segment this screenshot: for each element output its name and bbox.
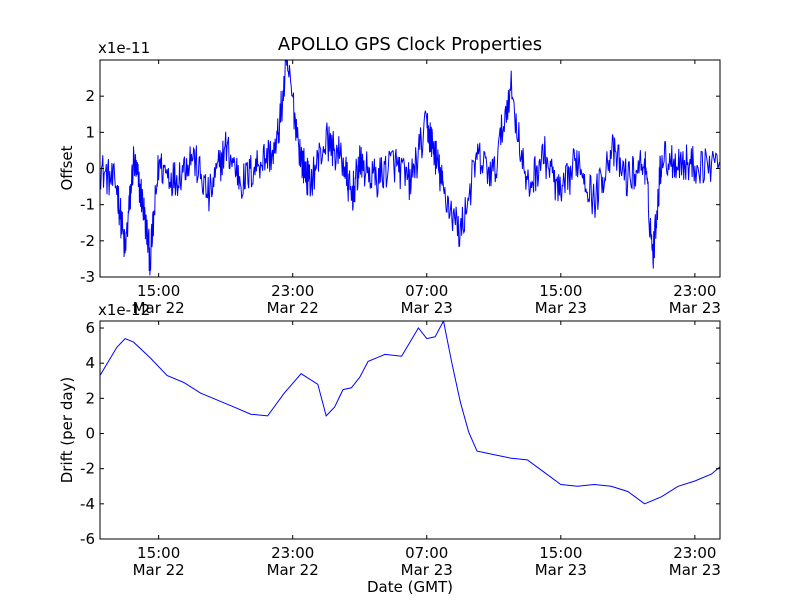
drift-ytick-label: -2 xyxy=(80,460,95,478)
offset-ytick-label: -3 xyxy=(80,268,95,286)
drift-xtick-date-label: Mar 23 xyxy=(401,561,453,579)
drift-xtick-time-label: 15:00 xyxy=(137,544,180,562)
drift-plot-frame xyxy=(99,320,721,540)
offset-ytick-label: 0 xyxy=(85,160,95,178)
drift-scale-multiplier: x1e-12 xyxy=(98,301,150,319)
offset-xtick-date-label: Mar 23 xyxy=(535,299,587,317)
drift-y-axis-label: Drift (per day) xyxy=(58,377,76,484)
offset-xtick-time-label: 23:00 xyxy=(271,282,314,300)
offset-ytick-label: 1 xyxy=(85,123,95,141)
offset-xtick-date-label: Mar 23 xyxy=(401,299,453,317)
offset-ytick-label: -1 xyxy=(80,196,95,214)
offset-plot-frame xyxy=(99,59,721,278)
offset-y-axis-label: Offset xyxy=(58,145,76,190)
drift-ytick-label: 6 xyxy=(85,319,95,337)
drift-xtick-date-label: Mar 23 xyxy=(669,561,721,579)
offset-xtick-time-label: 07:00 xyxy=(405,282,448,300)
drift-xtick-date-label: Mar 23 xyxy=(535,561,587,579)
drift-xtick-date-label: Mar 22 xyxy=(267,561,319,579)
offset-xtick-time-label: 15:00 xyxy=(137,282,180,300)
drift-x-axis-label: Date (GMT) xyxy=(367,578,453,596)
drift-xtick-time-label: 15:00 xyxy=(539,544,582,562)
offset-scale-multiplier: x1e-11 xyxy=(98,39,150,57)
offset-ytick-label: 2 xyxy=(85,87,95,105)
drift-ytick-label: -6 xyxy=(80,530,95,548)
offset-xtick-date-label: Mar 22 xyxy=(267,299,319,317)
chart-title: APOLLO GPS Clock Properties xyxy=(278,34,542,55)
drift-ytick-label: -4 xyxy=(80,495,95,513)
drift-xtick-date-label: Mar 22 xyxy=(133,561,185,579)
drift-xtick-time-label: 07:00 xyxy=(405,544,448,562)
drift-xtick-time-label: 23:00 xyxy=(271,544,314,562)
offset-xtick-time-label: 15:00 xyxy=(539,282,582,300)
offset-xtick-date-label: Mar 22 xyxy=(133,299,185,317)
drift-ytick-label: 4 xyxy=(85,354,95,372)
offset-series-line xyxy=(100,60,720,276)
drift-xtick-time-label: 23:00 xyxy=(673,544,716,562)
offset-xtick-date-label: Mar 23 xyxy=(669,299,721,317)
drift-series-line xyxy=(100,321,720,505)
offset-ytick-label: -2 xyxy=(80,232,95,250)
drift-ytick-label: 0 xyxy=(85,425,95,443)
offset-xtick-time-label: 23:00 xyxy=(673,282,716,300)
drift-ytick-label: 2 xyxy=(85,389,95,407)
